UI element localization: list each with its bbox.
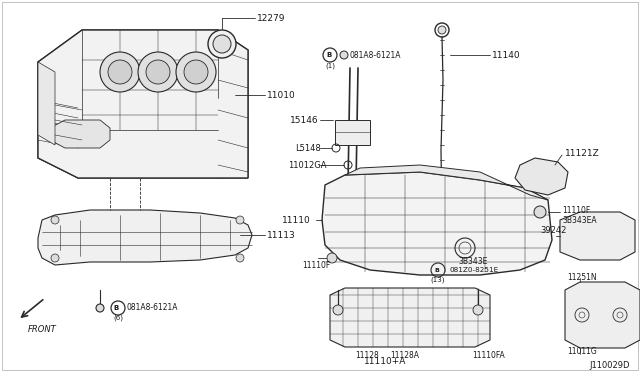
Text: 11251N: 11251N xyxy=(567,273,596,282)
Circle shape xyxy=(51,254,59,262)
Circle shape xyxy=(51,216,59,224)
Circle shape xyxy=(534,206,546,218)
Text: J110029D: J110029D xyxy=(589,360,630,369)
Text: L5148: L5148 xyxy=(295,144,321,153)
Text: 11113: 11113 xyxy=(267,231,296,240)
Circle shape xyxy=(176,52,216,92)
Circle shape xyxy=(236,216,244,224)
Text: 11128A: 11128A xyxy=(390,350,419,359)
Text: 081Z0-8251E: 081Z0-8251E xyxy=(450,267,499,273)
Circle shape xyxy=(333,305,343,315)
Circle shape xyxy=(100,52,140,92)
Polygon shape xyxy=(565,282,640,348)
Circle shape xyxy=(327,253,337,263)
Polygon shape xyxy=(330,288,490,347)
Text: 081A8-6121A: 081A8-6121A xyxy=(126,304,177,312)
Circle shape xyxy=(108,60,132,84)
Polygon shape xyxy=(38,62,55,145)
Polygon shape xyxy=(38,30,218,130)
Text: 11121Z: 11121Z xyxy=(565,148,600,157)
Text: 15146: 15146 xyxy=(290,115,319,125)
Text: B: B xyxy=(326,52,332,58)
Circle shape xyxy=(208,30,236,58)
Circle shape xyxy=(138,52,178,92)
Text: FRONT: FRONT xyxy=(28,326,57,334)
Polygon shape xyxy=(38,30,248,178)
Circle shape xyxy=(96,304,104,312)
Text: 11110: 11110 xyxy=(282,215,311,224)
Text: 081A8-6121A: 081A8-6121A xyxy=(350,51,401,60)
Text: B: B xyxy=(435,267,440,273)
Polygon shape xyxy=(322,172,552,275)
Polygon shape xyxy=(345,165,548,200)
Text: 11110F: 11110F xyxy=(562,205,590,215)
Circle shape xyxy=(236,254,244,262)
Text: B: B xyxy=(113,305,118,311)
Text: 3B343EA: 3B343EA xyxy=(562,215,596,224)
Circle shape xyxy=(473,305,483,315)
Polygon shape xyxy=(560,212,635,260)
Circle shape xyxy=(146,60,170,84)
Circle shape xyxy=(438,26,446,34)
Text: 3B343E: 3B343E xyxy=(458,257,488,266)
Text: 11012GA: 11012GA xyxy=(288,160,326,170)
Text: 12279: 12279 xyxy=(257,13,285,22)
Text: 11010: 11010 xyxy=(267,90,296,99)
Circle shape xyxy=(340,51,348,59)
Polygon shape xyxy=(38,130,218,178)
Text: 11110FA: 11110FA xyxy=(472,350,505,359)
Text: 11110+A: 11110+A xyxy=(364,357,406,366)
Text: (6): (6) xyxy=(113,315,123,321)
Polygon shape xyxy=(50,120,110,148)
Circle shape xyxy=(213,35,231,53)
Text: 11140: 11140 xyxy=(492,51,520,60)
Text: 11128: 11128 xyxy=(355,350,379,359)
Text: 11110F: 11110F xyxy=(302,260,330,269)
Polygon shape xyxy=(218,30,248,178)
Circle shape xyxy=(184,60,208,84)
Text: (13): (13) xyxy=(431,277,445,283)
Text: 11011G: 11011G xyxy=(567,347,596,356)
Polygon shape xyxy=(515,158,568,195)
Text: (1): (1) xyxy=(325,63,335,69)
Polygon shape xyxy=(335,120,370,145)
Polygon shape xyxy=(38,210,252,265)
Text: 39242: 39242 xyxy=(540,225,566,234)
